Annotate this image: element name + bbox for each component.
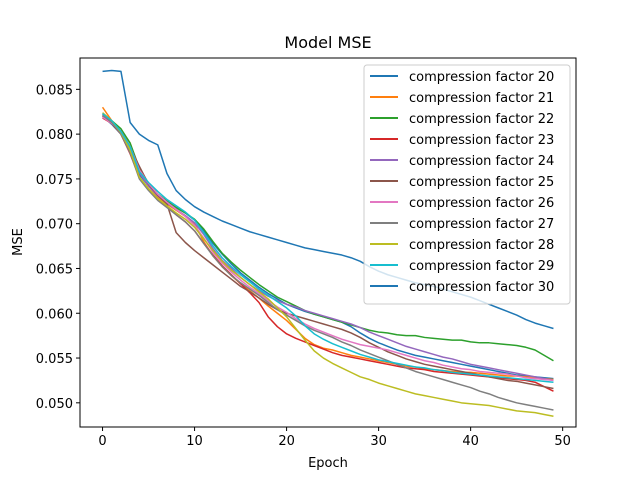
y-tick-label: 0.070 xyxy=(36,218,73,233)
x-tick-label: 50 xyxy=(554,434,571,449)
legend-box xyxy=(363,64,571,305)
legend-label: compression factor 20 xyxy=(409,70,554,85)
legend-label: compression factor 27 xyxy=(409,217,554,232)
legend-label: compression factor 21 xyxy=(409,91,554,106)
y-axis: 0.050 0.055 0.060 0.065 0.070 0.075 0.080 0.085 xyxy=(36,83,80,412)
x-tick-label: 10 xyxy=(186,434,203,449)
plot-frame xyxy=(79,57,577,428)
legend-label: compression factor 26 xyxy=(409,196,554,211)
legend-label: compression factor 30 xyxy=(409,280,554,295)
y-tick-label: 0.080 xyxy=(36,128,73,143)
x-tick-label: 0 xyxy=(98,434,106,449)
legend-label: compression factor 28 xyxy=(409,238,554,253)
legend: compression factor 20 compression factor … xyxy=(363,64,571,305)
x-axis: 0 10 20 30 40 50 xyxy=(98,427,571,449)
y-tick-label: 0.050 xyxy=(36,397,73,412)
x-tick-label: 30 xyxy=(370,434,387,449)
legend-label: compression factor 24 xyxy=(409,154,554,169)
y-axis-title: MSE xyxy=(11,228,26,256)
x-axis-title: Epoch xyxy=(308,456,348,471)
series-line-3 xyxy=(102,113,554,362)
series-line-8 xyxy=(102,114,554,411)
y-tick-label: 0.060 xyxy=(36,307,73,322)
legend-label: compression factor 23 xyxy=(409,133,554,148)
chart-title: Model MSE xyxy=(284,33,371,52)
series-line-7 xyxy=(102,116,554,382)
x-tick-label: 20 xyxy=(278,434,295,449)
y-tick-label: 0.065 xyxy=(36,262,73,277)
legend-label: compression factor 22 xyxy=(409,112,554,127)
y-tick-label: 0.085 xyxy=(36,83,73,98)
y-tick-label: 0.075 xyxy=(36,173,73,188)
legend-label: compression factor 29 xyxy=(409,259,554,274)
series-line-9 xyxy=(102,112,554,417)
legend-label: compression factor 25 xyxy=(409,175,554,190)
series-line-10 xyxy=(102,112,554,383)
y-tick-label: 0.055 xyxy=(36,352,73,367)
x-tick-label: 40 xyxy=(462,434,479,449)
